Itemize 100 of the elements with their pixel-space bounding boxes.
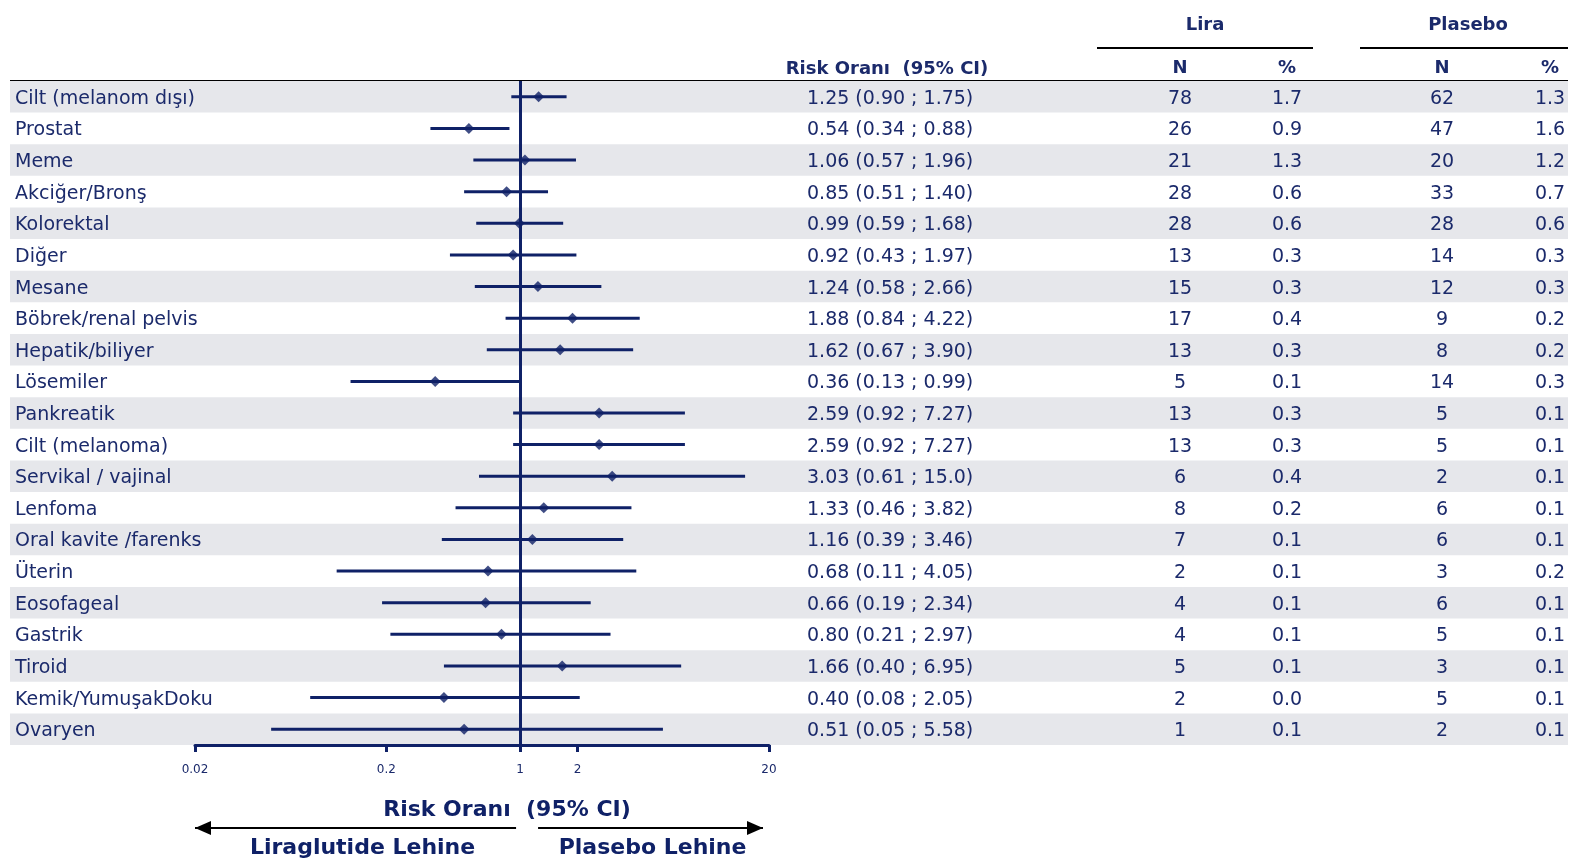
x-tick-label: 1 xyxy=(516,762,524,776)
text: 0.1 xyxy=(1534,686,1566,709)
text: 0.3 xyxy=(1534,243,1566,266)
y-tick-label: Pankreatik xyxy=(15,402,115,424)
y-tick-label: Lösemiler xyxy=(15,370,108,393)
text: 0.9 xyxy=(1271,117,1303,140)
data-label: 1.16 (0.39 ; 3.46) xyxy=(807,528,974,551)
y-tick-label: Cilt (melanom dışı) xyxy=(15,85,195,108)
text: 5 xyxy=(1435,623,1449,646)
y-tick-label: Eosofageal xyxy=(15,591,120,614)
y-tick-label: Ovaryen xyxy=(15,718,96,741)
data-label: 1.62 (0.67 ; 3.90) xyxy=(807,338,974,361)
text: 28 xyxy=(1167,180,1193,203)
text: 1.2 xyxy=(1534,149,1566,172)
text: 0.3 xyxy=(1271,402,1303,424)
text: 78 xyxy=(1167,85,1193,108)
text: 3 xyxy=(1435,560,1449,583)
y-tick-label: Kolorektal xyxy=(15,212,110,235)
text: 4 xyxy=(1173,591,1187,614)
text: 7 xyxy=(1173,528,1187,551)
text: 13 xyxy=(1167,433,1193,456)
text: 14 xyxy=(1429,243,1455,266)
text: 6 xyxy=(1435,496,1449,519)
text: 0.1 xyxy=(1534,591,1566,614)
text: 28 xyxy=(1429,212,1455,235)
text: 1 xyxy=(1173,718,1187,741)
text: 47 xyxy=(1429,117,1455,140)
text: 5 xyxy=(1173,370,1187,393)
text: 26 xyxy=(1167,117,1193,140)
data-label: 0.85 (0.51 ; 1.40) xyxy=(807,180,974,203)
data-label: 1.33 (0.46 ; 3.82) xyxy=(807,496,974,519)
text: 1.6 xyxy=(1534,117,1566,140)
text: 1.7 xyxy=(1271,85,1303,108)
data-label: 3.03 (0.61 ; 15.0) xyxy=(807,465,974,488)
data-label: 0.51 (0.05 ; 5.58) xyxy=(807,718,974,741)
text: 28 xyxy=(1167,212,1193,235)
text: 0.1 xyxy=(1271,591,1303,614)
text: 0.2 xyxy=(1534,560,1566,583)
text: 2 xyxy=(1435,465,1449,488)
text: 1.3 xyxy=(1534,85,1566,108)
text: 0.1 xyxy=(1271,623,1303,646)
y-tick-label: Cilt (melanoma) xyxy=(15,433,169,456)
data-label: 1.66 (0.40 ; 6.95) xyxy=(807,654,974,677)
text: N xyxy=(1434,55,1450,77)
text: 4 xyxy=(1173,623,1187,646)
text: 0.1 xyxy=(1271,718,1303,741)
text: 13 xyxy=(1167,338,1193,361)
text: 0.6 xyxy=(1534,212,1566,235)
data-label: 2.59 (0.92 ; 7.27) xyxy=(807,402,974,424)
text: 21 xyxy=(1167,149,1193,172)
y-tick-label: Prostat xyxy=(15,117,82,140)
text: 14 xyxy=(1429,370,1455,393)
data-label: 0.68 (0.11 ; 4.05) xyxy=(807,560,974,583)
text: 0.2 xyxy=(1271,496,1303,519)
text: 0.1 xyxy=(1534,402,1566,424)
text: 0.2 xyxy=(1534,307,1566,330)
text: 62 xyxy=(1429,85,1455,108)
text: 8 xyxy=(1173,496,1187,519)
text: 0.3 xyxy=(1271,275,1303,298)
text: 0.4 xyxy=(1271,307,1303,330)
text: 12 xyxy=(1429,275,1455,298)
text: 0.1 xyxy=(1271,560,1303,583)
y-tick-label: Lenfoma xyxy=(15,496,98,519)
y-tick-label: Böbrek/renal pelvis xyxy=(15,307,198,330)
text: 9 xyxy=(1435,307,1449,330)
y-tick-label: Diğer xyxy=(15,243,67,266)
text: 20 xyxy=(1429,149,1455,172)
text: 0.0 xyxy=(1271,686,1303,709)
text: 2 xyxy=(1173,560,1187,583)
text: 13 xyxy=(1167,402,1193,424)
text: 0.3 xyxy=(1271,338,1303,361)
text: Plasebo Lehine xyxy=(558,833,747,859)
text: 5 xyxy=(1435,686,1449,709)
x-tick-label: 0.2 xyxy=(376,762,396,776)
data-label: 0.40 (0.08 ; 2.05) xyxy=(807,686,974,709)
text: 17 xyxy=(1167,307,1193,330)
data-label: 1.24 (0.58 ; 2.66) xyxy=(807,275,974,298)
text: 0.1 xyxy=(1271,370,1303,393)
x-tick-label: 0.02 xyxy=(181,762,209,776)
y-tick-label: Gastrik xyxy=(15,623,83,646)
text: 2 xyxy=(1435,718,1449,741)
text: 0.1 xyxy=(1534,496,1566,519)
text: Lira xyxy=(1185,12,1225,34)
text: 8 xyxy=(1435,338,1449,361)
data-label: 1.88 (0.84 ; 4.22) xyxy=(807,307,974,330)
text: 0.1 xyxy=(1534,623,1566,646)
data-label: 0.80 (0.21 ; 2.97) xyxy=(807,623,974,646)
text: 5 xyxy=(1435,402,1449,424)
x-axis-title: Risk Oranı (95% CI) xyxy=(383,795,631,821)
text: 0.6 xyxy=(1271,212,1303,235)
data-label: 0.54 (0.34 ; 0.88) xyxy=(807,117,974,140)
text: 0.3 xyxy=(1271,243,1303,266)
text: 13 xyxy=(1167,243,1193,266)
text: 0.1 xyxy=(1534,433,1566,456)
data-label: 1.25 (0.90 ; 1.75) xyxy=(807,85,974,108)
y-tick-label: Mesane xyxy=(15,275,89,298)
text: 0.1 xyxy=(1534,654,1566,677)
text: 0.1 xyxy=(1271,528,1303,551)
y-tick-label: Tiroid xyxy=(14,654,68,677)
y-tick-label: Servikal / vajinal xyxy=(15,465,172,488)
